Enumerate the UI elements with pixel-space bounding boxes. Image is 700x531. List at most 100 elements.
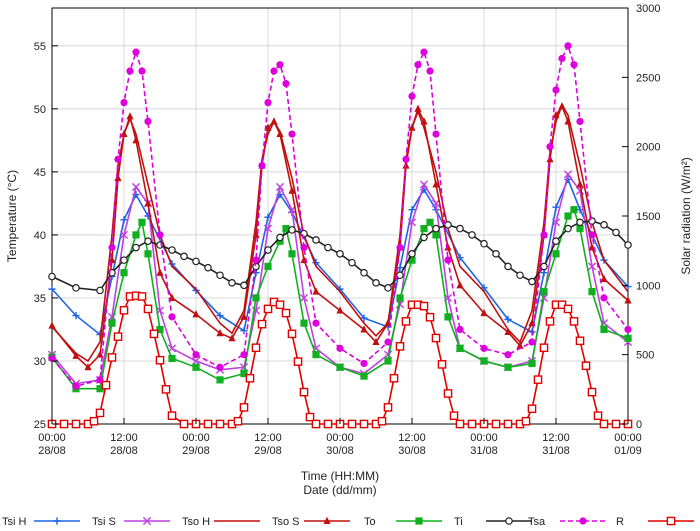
point-r xyxy=(215,419,225,429)
point-tsi-h xyxy=(240,327,248,335)
xtick-label-date: 28/08 xyxy=(110,445,138,457)
point-to xyxy=(300,319,308,327)
point-r xyxy=(545,317,555,326)
point-r xyxy=(467,419,477,429)
point-tsi-h xyxy=(264,213,272,221)
point-r xyxy=(443,389,453,398)
point-tso-s xyxy=(504,327,512,335)
point-to xyxy=(240,369,248,378)
point-r xyxy=(383,403,393,412)
point-tsa xyxy=(360,359,368,368)
point-to xyxy=(564,212,572,220)
point-tso-s xyxy=(564,117,572,125)
point-tsi-s xyxy=(275,182,285,192)
point-tsa xyxy=(192,351,200,359)
point-r xyxy=(119,305,129,315)
point-tso-s xyxy=(360,325,368,333)
xtick-label-time: 12:00 xyxy=(254,432,282,444)
point-tsi-h xyxy=(216,311,224,320)
series-tso-h xyxy=(51,103,629,363)
point-r xyxy=(437,360,447,369)
point-ti xyxy=(516,271,524,280)
point-r xyxy=(137,292,147,301)
point-to xyxy=(408,256,416,264)
point-ti xyxy=(300,229,308,238)
xtick-label-time: 00:00 xyxy=(182,432,210,444)
point-r xyxy=(305,412,315,422)
point-tsi-s xyxy=(191,356,201,366)
point-ti xyxy=(408,250,416,258)
point-tsa xyxy=(264,98,272,107)
point-r xyxy=(95,408,105,418)
point-r xyxy=(563,304,573,314)
point-tso-s xyxy=(228,334,236,342)
point-tsa xyxy=(126,67,134,75)
point-tsa xyxy=(132,48,140,56)
ytick-label: 55 xyxy=(34,41,46,53)
point-to xyxy=(426,218,434,226)
xtick-label-date: 30/08 xyxy=(398,445,426,457)
point-ti xyxy=(312,236,320,244)
point-tsa xyxy=(624,325,632,334)
point-tsa xyxy=(336,344,344,352)
point-r xyxy=(179,419,189,429)
point-ti xyxy=(624,241,632,249)
point-tso-s xyxy=(444,243,452,251)
point-r xyxy=(449,411,459,420)
point-tsi-s xyxy=(119,230,129,240)
xtick-label-date: 28/08 xyxy=(38,445,66,457)
point-ti xyxy=(132,243,140,252)
point-tsa xyxy=(456,325,464,334)
point-to xyxy=(192,363,200,371)
legend-item-r: R xyxy=(616,516,694,528)
point-r xyxy=(299,387,309,397)
point-ti xyxy=(504,262,512,271)
point-r xyxy=(533,375,543,384)
point-tso-s xyxy=(576,180,584,188)
point-r xyxy=(425,312,435,322)
point-to xyxy=(570,206,578,214)
legend-marker xyxy=(666,516,676,526)
legend-item-tsa: Tsa xyxy=(528,516,606,528)
point-tsa xyxy=(282,80,290,88)
point-tso-s xyxy=(456,281,464,289)
point-to xyxy=(132,231,140,239)
point-tsa xyxy=(114,155,122,163)
point-ti xyxy=(576,218,584,227)
point-r xyxy=(539,343,549,353)
point-r xyxy=(575,336,585,346)
point-tsi-s xyxy=(563,170,573,179)
point-tsa xyxy=(258,161,266,170)
ytick-label: 45 xyxy=(34,167,46,179)
point-tsa xyxy=(138,67,146,75)
point-r xyxy=(101,380,111,390)
point-ti xyxy=(168,246,176,254)
point-tsa xyxy=(480,344,488,352)
point-tso-s xyxy=(414,104,422,112)
point-tso-s xyxy=(288,186,296,194)
point-tsa xyxy=(414,61,422,69)
point-ti xyxy=(564,224,572,233)
point-r xyxy=(239,403,249,412)
point-tsi-s xyxy=(407,218,417,227)
point-to xyxy=(540,288,548,296)
point-ti xyxy=(180,252,188,261)
series-tsi-h xyxy=(48,175,632,339)
point-ti xyxy=(372,279,380,287)
point-tso-s xyxy=(126,112,134,120)
legend-label: To xyxy=(364,516,376,528)
legend-label: Tsi H xyxy=(2,516,27,528)
point-tso-s xyxy=(624,296,632,304)
point-tsa xyxy=(576,117,584,126)
ytick-label: 40 xyxy=(34,230,46,242)
legend-item-tsi-s: Tsi S xyxy=(92,516,170,528)
point-to xyxy=(588,288,596,296)
point-r xyxy=(251,343,261,353)
point-tso-s xyxy=(132,136,140,144)
legend-marker xyxy=(579,517,587,525)
point-tsa xyxy=(558,54,566,63)
point-tso-s xyxy=(588,243,596,251)
point-tsa xyxy=(216,363,224,371)
point-tso-s xyxy=(156,268,164,276)
